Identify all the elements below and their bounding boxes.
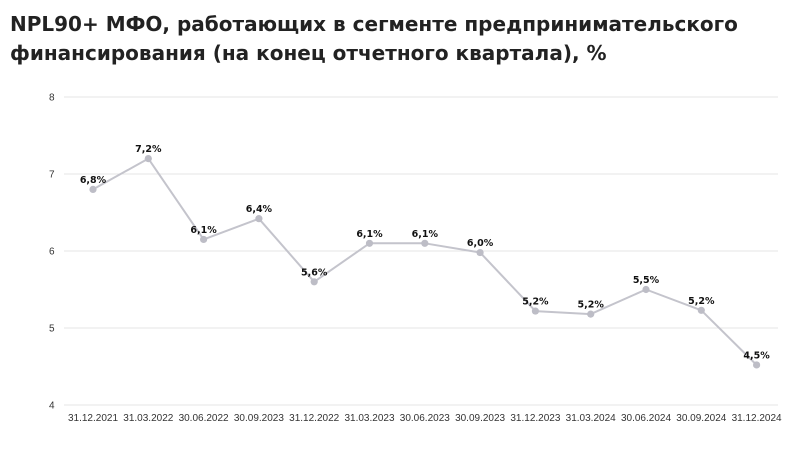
x-tick-label: 31.12.2021 — [68, 413, 118, 424]
data-point — [89, 185, 97, 193]
chart-title-line-1: NPL90+ МФО, работающих в сегменте предпр… — [10, 12, 738, 36]
y-tick-label: 8 — [49, 93, 55, 104]
data-label: 5,2% — [688, 296, 715, 307]
data-point — [531, 307, 540, 315]
data-point — [365, 239, 374, 247]
data-label: 6,4% — [246, 204, 273, 215]
y-tick-label: 7 — [49, 170, 55, 181]
x-tick-label: 31.12.2022 — [289, 413, 339, 424]
x-tick-label: 30.09.2024 — [676, 413, 726, 424]
data-label: 6,1% — [412, 229, 439, 240]
x-tick-label: 31.03.2023 — [344, 413, 394, 424]
x-tick-label: 31.12.2023 — [510, 413, 560, 424]
data-point — [753, 361, 761, 369]
x-tick-label: 30.06.2024 — [621, 413, 671, 424]
chart-title: NPL90+ МФО, работающих в сегменте предпр… — [10, 10, 770, 68]
data-label: 5,2% — [578, 300, 605, 311]
data-label: 5,5% — [633, 275, 660, 286]
data-point — [476, 248, 484, 257]
data-point — [310, 278, 318, 286]
y-tick-label: 5 — [49, 324, 55, 335]
y-tick-label: 6 — [49, 247, 55, 258]
y-tick-label: 4 — [49, 401, 55, 412]
data-point — [200, 235, 208, 244]
data-point — [421, 239, 429, 247]
x-tick-label: 31.03.2022 — [123, 413, 173, 424]
data-label: 6,0% — [467, 238, 494, 249]
x-tick-label: 31.12.2024 — [732, 413, 782, 424]
x-tick-label: 31.03.2024 — [566, 413, 616, 424]
data-label: 5,2% — [522, 297, 549, 308]
data-point — [642, 285, 650, 294]
data-point — [587, 310, 595, 318]
chart-title-line-2: финансирования (на конец отчетного кварт… — [10, 41, 607, 65]
x-tick-label: 30.06.2022 — [179, 413, 229, 424]
data-label: 6,8% — [80, 175, 107, 186]
data-point — [144, 155, 152, 163]
x-tick-label: 30.06.2023 — [400, 413, 450, 424]
x-tick-label: 30.09.2023 — [234, 413, 284, 424]
data-label: 7,2% — [135, 144, 162, 155]
series-line — [92, 157, 758, 366]
data-label: 5,6% — [301, 267, 328, 278]
x-tick-label: 30.09.2023 — [455, 413, 505, 424]
data-point — [697, 306, 705, 314]
data-label: 4,5% — [743, 350, 770, 361]
data-label: 6,1% — [190, 225, 217, 236]
data-label: 6,1% — [356, 229, 383, 240]
data-point — [255, 215, 263, 223]
